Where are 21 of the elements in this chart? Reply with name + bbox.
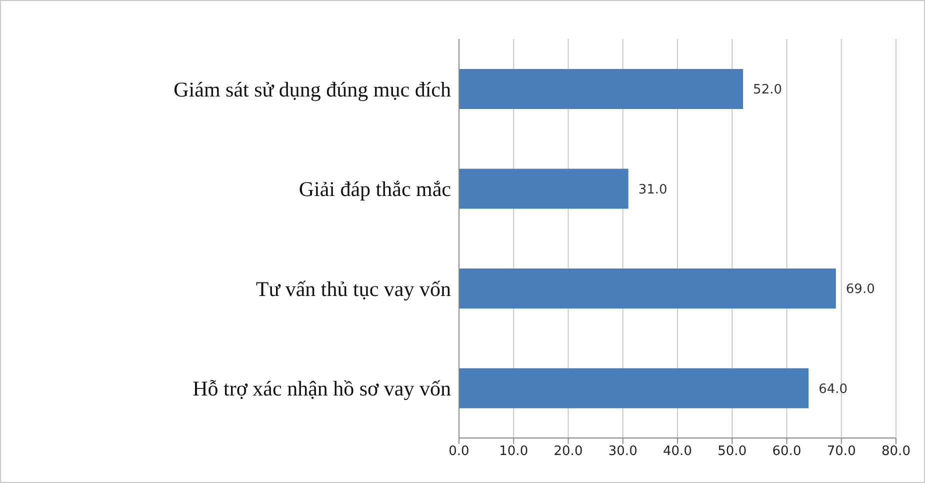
x-tick-label: 30.0 bbox=[608, 444, 638, 460]
bar bbox=[459, 168, 628, 209]
bar bbox=[459, 268, 836, 308]
bar bbox=[459, 368, 809, 408]
x-tick-label: 80.0 bbox=[882, 444, 910, 460]
x-tick-label: 0.0 bbox=[448, 444, 470, 460]
x-tick-label: 10.0 bbox=[499, 444, 528, 460]
y-tick-label: Giải đáp thắc mắc bbox=[298, 177, 451, 202]
x-tick-label: 20.0 bbox=[554, 444, 583, 460]
x-tick-label: 60.0 bbox=[772, 444, 802, 460]
data-label: 31.0 bbox=[638, 182, 668, 198]
data-label: 52.0 bbox=[753, 82, 782, 98]
y-tick-label: Hỗ trợ xác nhận hồ sơ vay vốn bbox=[192, 376, 452, 401]
bar bbox=[459, 69, 744, 109]
y-tick-label: Tư vấn thủ tục vay vốn bbox=[256, 276, 452, 301]
y-tick-label: Giám sát sử dụng đúng mục đích bbox=[174, 77, 452, 102]
data-label: 64.0 bbox=[818, 382, 848, 397]
x-tick-label: 70.0 bbox=[826, 444, 856, 460]
data-label: 69.0 bbox=[846, 282, 875, 298]
x-tick-label: 50.0 bbox=[718, 444, 747, 460]
x-tick-label: 40.0 bbox=[663, 444, 692, 460]
